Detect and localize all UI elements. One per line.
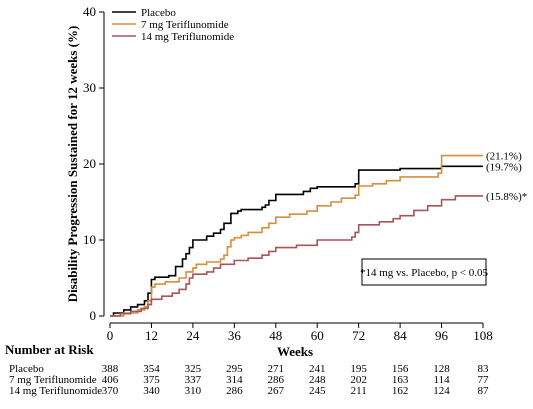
- y-tick-label: 20: [83, 156, 96, 171]
- series-line-2: [110, 195, 483, 317]
- risk-cell: 406: [101, 374, 119, 386]
- risk-cell: 83: [477, 363, 489, 375]
- risk-cell: 77: [477, 374, 489, 386]
- risk-cell: 340: [143, 385, 160, 397]
- risk-cell: 87: [477, 385, 489, 397]
- y-axis-title: Disability Progression Sustained for 12 …: [65, 26, 80, 303]
- annotation-box: *14 mg vs. Placebo, p < 0.05: [360, 258, 489, 286]
- risk-cell: 211: [350, 385, 367, 397]
- risk-cell: 156: [391, 363, 409, 375]
- x-tick-label: 12: [145, 328, 158, 343]
- x-tick-label: 84: [394, 328, 408, 343]
- risk-cell: 163: [391, 374, 409, 386]
- risk-cell: 245: [308, 385, 326, 397]
- x-tick-label: 96: [435, 328, 449, 343]
- risk-cell: 124: [433, 385, 450, 397]
- risk-cell: 388: [101, 363, 119, 375]
- x-axis-title: Weeks: [277, 344, 313, 359]
- risk-cell: 128: [433, 363, 450, 375]
- series-line-0: [110, 165, 483, 317]
- x-tick-label: 48: [269, 328, 282, 343]
- risk-cell: 271: [267, 363, 285, 375]
- risk-cell: 286: [226, 385, 243, 397]
- risk-cell: 162: [391, 385, 409, 397]
- risk-cell: 202: [350, 374, 367, 386]
- risk-cell: 295: [226, 363, 243, 375]
- x-tick-label: 0: [107, 328, 114, 343]
- risk-cell: 375: [143, 374, 160, 386]
- risk-cell: 195: [350, 363, 367, 375]
- axes: 0 10 20 30 40 0 12 24 36 48 60 72 84 96 108: [83, 4, 493, 343]
- y-tick-label: 10: [83, 232, 96, 247]
- legend-label-1: 7 mg Teriflunomide: [141, 19, 229, 31]
- series-line-1: [110, 154, 483, 317]
- risk-cell: 286: [267, 374, 285, 386]
- x-tick-label: 72: [352, 328, 365, 343]
- risk-cell: 337: [184, 374, 202, 386]
- risk-cell: 354: [143, 363, 160, 375]
- risk-cell: 114: [433, 374, 450, 386]
- end-label-2: (15.8%)*: [486, 191, 527, 203]
- y-tick-label: 30: [83, 80, 96, 95]
- x-tick-label: 108: [473, 328, 493, 343]
- risk-row-name: 14 mg Teriflunomide: [9, 385, 103, 397]
- risk-row-name: Placebo: [9, 363, 44, 375]
- risk-cell: 310: [184, 385, 202, 397]
- y-tick-label: 40: [83, 4, 96, 19]
- series-lines: [110, 154, 483, 317]
- end-label-1: (21.1%): [486, 151, 522, 163]
- x-tick-label: 36: [228, 328, 242, 343]
- annotation-frame: [361, 258, 487, 286]
- risk-cell: 267: [267, 385, 285, 397]
- risk-cell: 370: [101, 385, 119, 397]
- risk-row-name: 7 mg Teriflunomide: [9, 374, 97, 386]
- annotation-text: *14 mg vs. Placebo, p < 0.05: [360, 267, 489, 279]
- legend-label-0: Placebo: [141, 7, 176, 19]
- y-tick-label: 0: [90, 308, 97, 323]
- x-tick-label: 24: [186, 328, 200, 343]
- x-tick-label: 60: [311, 328, 324, 343]
- risk-cell: 314: [226, 374, 243, 386]
- risk-cell: 325: [184, 363, 202, 375]
- legend-label-2: 14 mg Teriflunomide: [141, 31, 234, 43]
- end-label-0: (19.7%): [486, 161, 522, 173]
- risk-cell: 248: [308, 374, 326, 386]
- risk-cell: 241: [308, 363, 326, 375]
- risk-table-title: Number at Risk: [5, 342, 94, 357]
- end-labels: (19.7%)(21.1%) (15.8%)*: [486, 151, 527, 203]
